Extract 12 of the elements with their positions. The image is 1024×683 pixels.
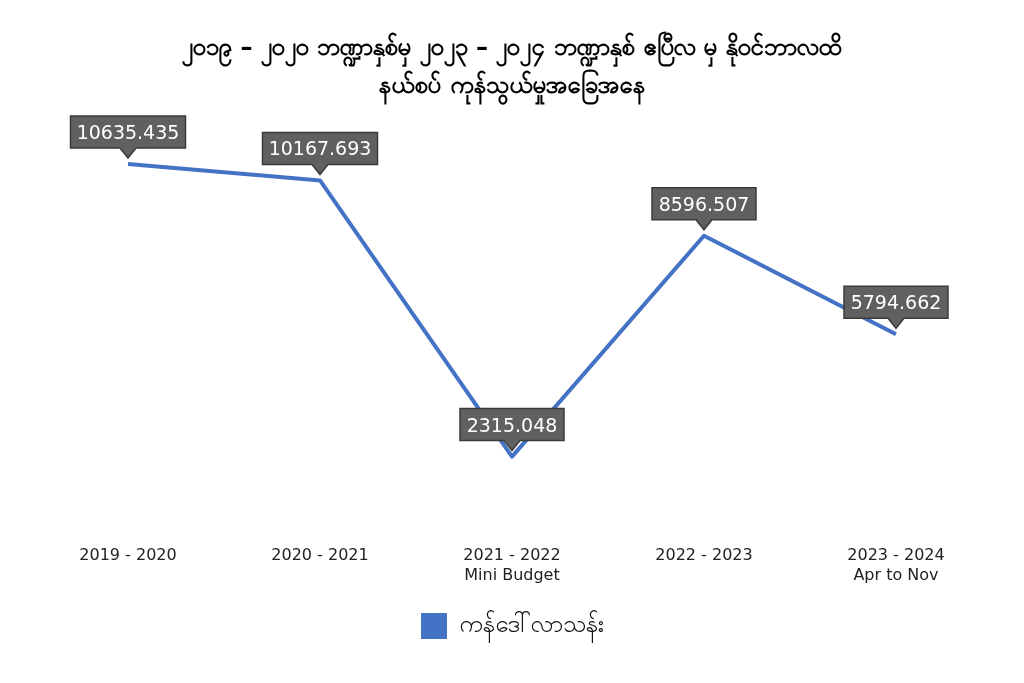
- x-tick-label: 2020 - 2021: [271, 545, 369, 564]
- data-label: 10167.693: [268, 137, 372, 160]
- x-tick-label: 2019 - 2020: [79, 545, 177, 564]
- x-tick-label: 2022 - 2023: [655, 545, 753, 564]
- x-tick-label: 2021 - 2022 Mini Budget: [463, 545, 561, 584]
- data-label: 8596.507: [658, 192, 750, 215]
- legend-label: ကန်ဒေါ်လာသန်း: [458, 609, 604, 644]
- data-label: 10635.435: [76, 121, 180, 143]
- data-label: 5794.662: [850, 291, 942, 314]
- data-label: 2315.048: [466, 413, 558, 436]
- chart-title: ၂၀၁၉ – ၂၀၂၀ ဘဏ္ဍာနှစ်မှ ၂၀၂၃ – ၂၀၂၄ ဘဏ္ဍာနှစ် ဧပြီလ မှ နိုဝင်ဘာလထိ နယ်စပ် ကုန်သွယ်မှုအခြေအနေ: [181, 30, 843, 104]
- x-tick-label: 2023 - 2024 Apr to Nov: [847, 545, 945, 584]
